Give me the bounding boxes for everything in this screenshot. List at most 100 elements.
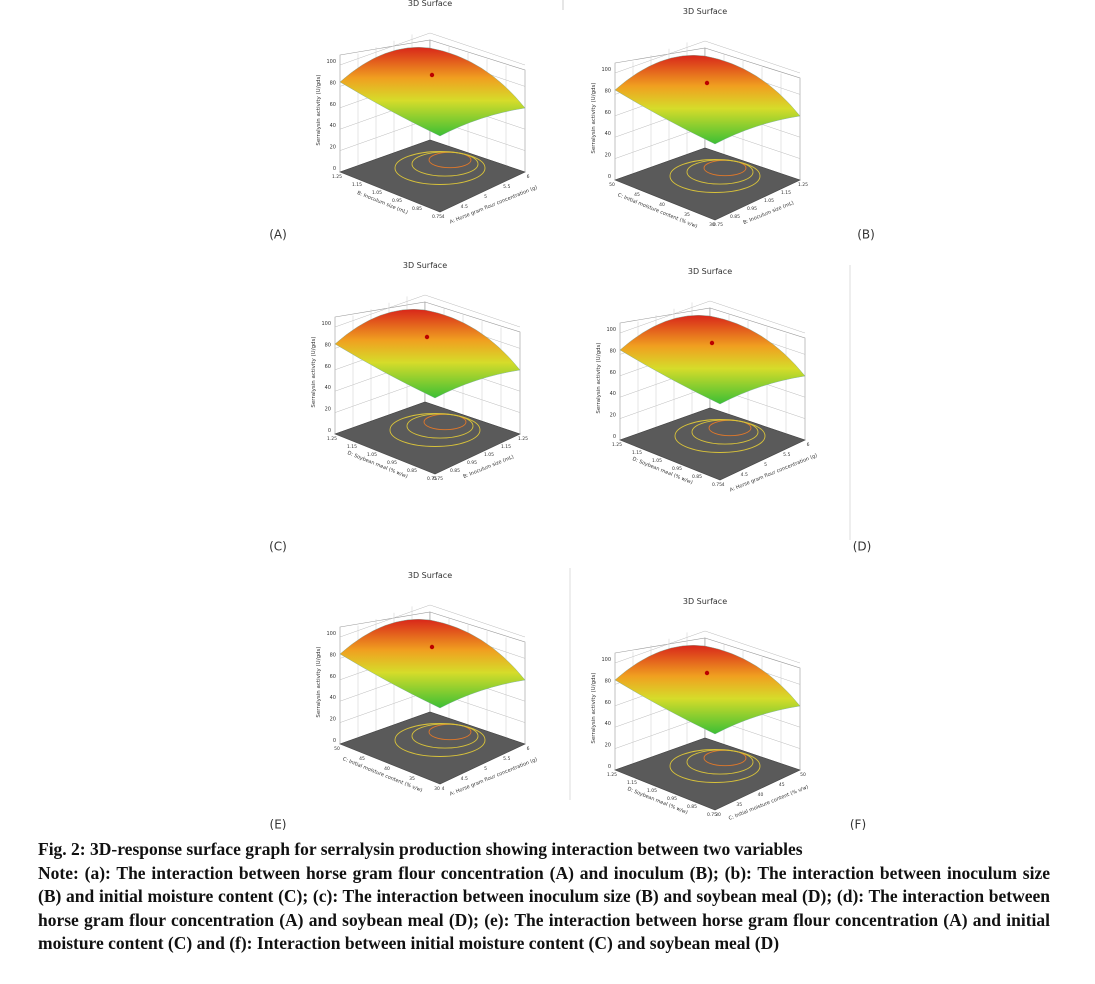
surface bbox=[614, 645, 801, 735]
contour bbox=[669, 159, 761, 193]
panel-title: 3D Surface bbox=[403, 261, 447, 270]
contour bbox=[389, 413, 481, 447]
z-axis-label: Serralysin activity (U/gds) bbox=[316, 74, 322, 145]
left-tick-label: 1.25 bbox=[332, 174, 342, 180]
grid-line bbox=[339, 604, 526, 638]
optimum-point bbox=[429, 72, 435, 78]
right-tick-label: 4.5 bbox=[461, 204, 468, 210]
optimum-point bbox=[429, 644, 435, 650]
left-tick-label: 0.85 bbox=[687, 804, 697, 810]
left-tick-label: 1.15 bbox=[632, 450, 642, 456]
left-tick-label: 1.15 bbox=[627, 780, 637, 786]
right-tick-label: 5.5 bbox=[783, 452, 790, 458]
panel: 3D Surface 0 20 40 60 80 100 Serralysin activit… bbox=[316, 0, 538, 225]
z-tick-label: 100 bbox=[326, 59, 336, 65]
left-tick-label: 0.95 bbox=[392, 198, 402, 204]
z-tick-label: 80 bbox=[605, 88, 611, 94]
right-axis-label: B: Inoculum size (mL) bbox=[462, 454, 515, 480]
floor bbox=[339, 139, 526, 213]
z-tick-label: 0 bbox=[328, 428, 331, 434]
right-tick-label: 0.95 bbox=[747, 206, 757, 212]
z-tick-label: 0 bbox=[333, 166, 336, 172]
left-tick-label: 0.95 bbox=[667, 796, 677, 802]
panel: 3D Surface 0 20 40 60 80 100 Serralysin activit… bbox=[596, 267, 818, 493]
z-tick-label: 0 bbox=[333, 738, 336, 744]
panel-title: 3D Surface bbox=[683, 597, 727, 606]
z-axis-label: Serralysin activity (U/gds) bbox=[591, 672, 597, 743]
floor bbox=[614, 147, 801, 221]
grid-line bbox=[334, 294, 521, 328]
z-tick-label: 60 bbox=[330, 674, 336, 680]
left-tick-label: 0.85 bbox=[407, 468, 417, 474]
surface bbox=[339, 619, 526, 709]
right-tick-label: 0.85 bbox=[730, 214, 740, 220]
grid-line bbox=[614, 630, 801, 664]
panel-label: (F) bbox=[850, 818, 866, 831]
z-tick-label: 40 bbox=[330, 123, 336, 129]
right-tick-label: 4 bbox=[722, 482, 725, 488]
left-tick-label: 45 bbox=[359, 756, 365, 762]
right-tick-label: 1.05 bbox=[764, 198, 774, 204]
z-tick-label: 80 bbox=[330, 80, 336, 86]
floor bbox=[339, 711, 526, 785]
z-tick-label: 40 bbox=[330, 695, 336, 701]
left-tick-label: 0.85 bbox=[412, 206, 422, 212]
left-tick-label: 30 bbox=[434, 786, 440, 792]
contour bbox=[394, 723, 486, 757]
left-tick-label: 40 bbox=[659, 202, 665, 208]
surface bbox=[619, 315, 806, 405]
right-tick-label: 6 bbox=[807, 442, 810, 448]
left-tick-label: 45 bbox=[634, 192, 640, 198]
z-tick-label: 80 bbox=[605, 678, 611, 684]
right-tick-label: 1.15 bbox=[501, 444, 511, 450]
z-tick-label: 60 bbox=[325, 364, 331, 370]
z-tick-label: 100 bbox=[601, 67, 611, 73]
z-tick-label: 20 bbox=[605, 153, 611, 159]
z-tick-label: 40 bbox=[605, 721, 611, 727]
right-tick-label: 5.5 bbox=[503, 184, 510, 190]
optimum-point bbox=[704, 80, 710, 86]
left-tick-label: 0.85 bbox=[692, 474, 702, 480]
right-tick-label: 5.5 bbox=[503, 756, 510, 762]
right-tick-label: 45 bbox=[779, 782, 785, 788]
floor bbox=[619, 407, 806, 481]
caption: Fig. 2: 3D-response surface graph for se… bbox=[38, 838, 1050, 956]
panel: 3D Surface 0 20 40 60 80 100 Serralysin activit… bbox=[316, 571, 538, 797]
left-tick-label: 1.15 bbox=[352, 182, 362, 188]
z-tick-label: 20 bbox=[605, 743, 611, 749]
left-tick-label: 1.25 bbox=[607, 772, 617, 778]
caption-note: Note: (a): The interaction between horse… bbox=[38, 862, 1050, 954]
grid-line bbox=[339, 32, 526, 66]
z-tick-label: 100 bbox=[601, 657, 611, 663]
left-tick-label: 1.05 bbox=[367, 452, 377, 458]
z-tick-label: 40 bbox=[610, 391, 616, 397]
panel: 3D Surface 0 20 40 60 80 100 Serralysin activit… bbox=[591, 7, 808, 230]
z-tick-label: 0 bbox=[613, 434, 616, 440]
left-tick-label: 1.25 bbox=[612, 442, 622, 448]
z-tick-label: 60 bbox=[610, 370, 616, 376]
panel-label: (B) bbox=[857, 228, 875, 242]
optimum-point bbox=[424, 334, 430, 340]
right-tick-label: 1.25 bbox=[798, 182, 808, 188]
z-tick-label: 20 bbox=[610, 413, 616, 419]
right-tick-label: 4.5 bbox=[461, 776, 468, 782]
right-tick-label: 4 bbox=[442, 214, 445, 220]
left-tick-label: 40 bbox=[384, 766, 390, 772]
right-tick-label: 0.85 bbox=[450, 468, 460, 474]
floor bbox=[334, 401, 521, 475]
left-tick-label: 0.75 bbox=[712, 482, 722, 488]
z-tick-label: 40 bbox=[325, 385, 331, 391]
left-tick-label: 0.75 bbox=[707, 812, 717, 818]
panel-label: (E) bbox=[270, 818, 287, 831]
left-tick-label: 1.15 bbox=[347, 444, 357, 450]
right-tick-label: 6 bbox=[527, 746, 530, 752]
right-tick-label: 4 bbox=[442, 786, 445, 792]
floor bbox=[614, 737, 801, 811]
right-tick-label: 0.75 bbox=[713, 222, 723, 228]
left-tick-label: 30 bbox=[709, 222, 715, 228]
z-tick-label: 100 bbox=[326, 631, 336, 637]
z-tick-label: 60 bbox=[605, 700, 611, 706]
z-tick-label: 80 bbox=[325, 342, 331, 348]
z-tick-label: 20 bbox=[330, 717, 336, 723]
